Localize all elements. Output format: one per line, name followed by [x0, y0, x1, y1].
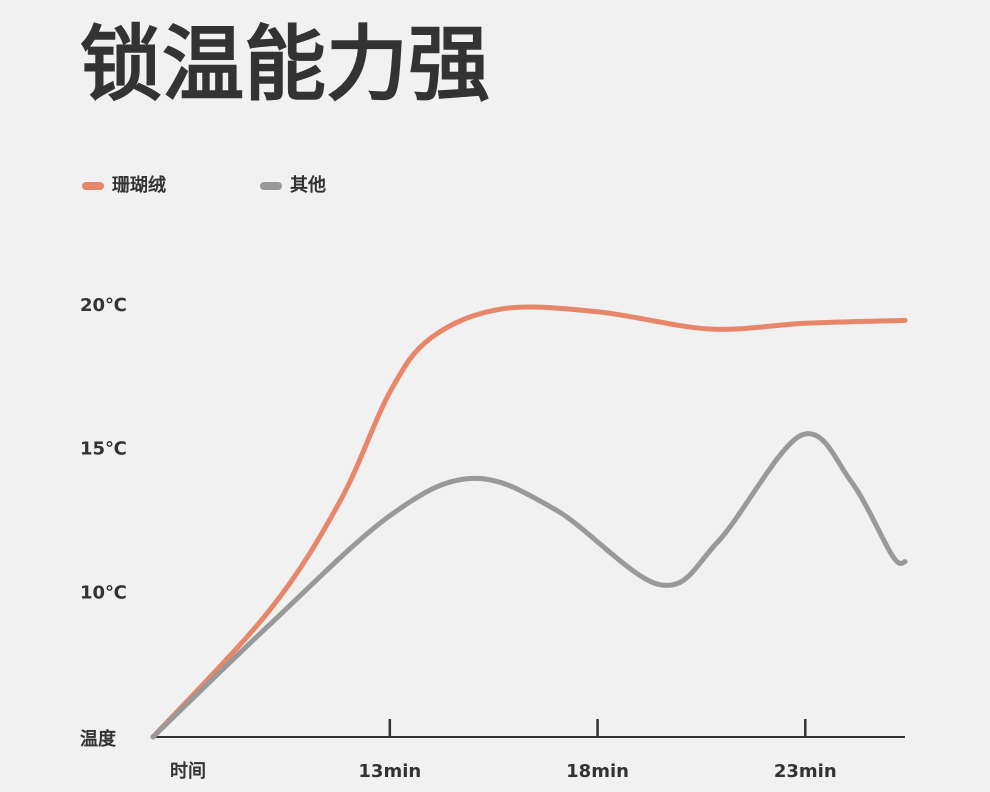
legend-label: 其他 — [290, 174, 326, 196]
x-axis-label: 时间 — [170, 761, 206, 782]
y-tick-label: 15℃ — [80, 439, 127, 460]
chart-title: 锁温能力强 — [80, 17, 490, 112]
line-series — [150, 304, 908, 740]
legend-label: 珊瑚绒 — [112, 174, 166, 196]
x-tick-label: 23min — [774, 761, 837, 782]
line-series — [150, 431, 908, 740]
y-axis-label: 温度 — [80, 728, 117, 750]
y-tick-label: 10℃ — [80, 582, 127, 603]
x-tick-label: 13min — [358, 761, 421, 782]
x-tick-label: 18min — [566, 761, 629, 782]
y-tick-label: 20℃ — [80, 295, 127, 316]
